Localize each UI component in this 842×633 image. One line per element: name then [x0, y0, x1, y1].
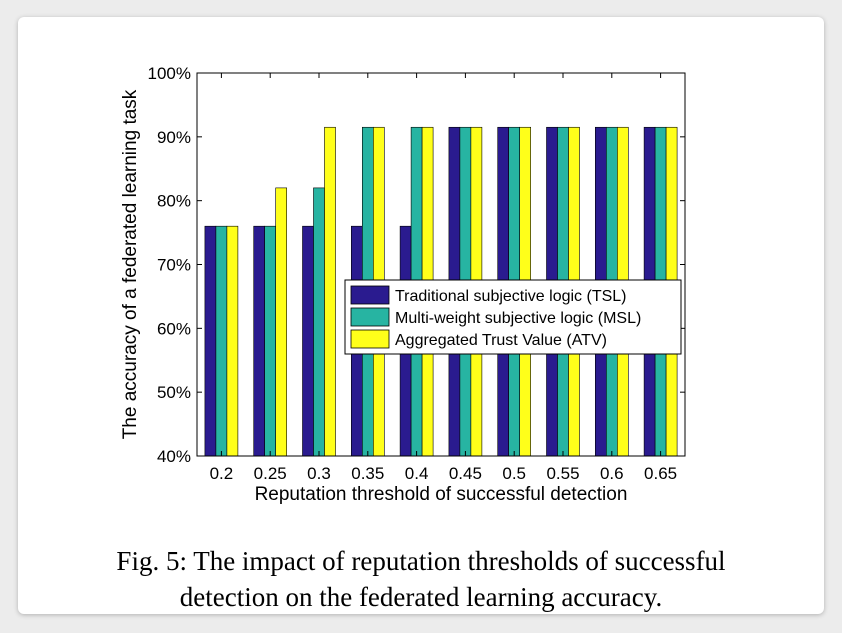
legend-swatch — [350, 285, 390, 305]
bar-3-0.2 — [226, 225, 239, 457]
x-axis-label: Reputation threshold of successful detec… — [255, 484, 628, 505]
caption-line-2: detection on the federated learning accu… — [179, 582, 663, 612]
y-tick-label: 50% — [157, 383, 191, 402]
x-tick-label: 0.5 — [502, 464, 526, 483]
y-axis-label: The accuracy of a federated learning tas… — [120, 89, 141, 439]
x-tick-label: 0.65 — [644, 464, 677, 483]
y-tick-label: 40% — [157, 447, 191, 466]
figure-card: 40% 50% 60% 70% 80% 90% 100% 0.2 0.25 0.3 0.35 0.4 0… — [18, 17, 824, 614]
bar-chart: 40% 50% 60% 70% 80% 90% 100% 0.2 0.25 0.3 0.35 0.4 0… — [120, 64, 686, 505]
bar-1-0.2 — [204, 225, 217, 457]
bar-2-0.25 — [264, 225, 276, 457]
x-tick-label: 0.6 — [600, 464, 624, 483]
legend-label: Traditional subjective logic (TSL) — [395, 288, 627, 305]
y-tick-label: 90% — [157, 128, 191, 147]
x-tick-label: 0.55 — [546, 464, 579, 483]
x-tick-label: 0.4 — [405, 464, 429, 483]
bar-3-0.3 — [324, 126, 336, 457]
legend-label: Aggregated Trust Value (ATV) — [395, 332, 607, 349]
bar-1-0.3 — [302, 225, 314, 457]
x-tick-label: 0.45 — [449, 464, 482, 483]
caption-line-1: Fig. 5: The impact of reputation thresho… — [116, 546, 726, 576]
bar-2-0.2 — [215, 225, 228, 457]
y-tick-label: 70% — [157, 256, 191, 275]
x-tick-label: 0.35 — [351, 464, 384, 483]
figure-caption: Fig. 5: The impact of reputation thresho… — [18, 543, 824, 615]
x-tick-label: 0.2 — [210, 464, 234, 483]
y-tick-label: 60% — [157, 319, 191, 338]
y-tick-label: 100% — [148, 64, 191, 83]
x-tick-label: 0.3 — [307, 464, 331, 483]
legend-label: Multi-weight subjective logic (MSL) — [395, 310, 641, 327]
legend-swatch — [350, 329, 390, 349]
legend-box — [344, 279, 682, 355]
bar-3-0.25 — [275, 187, 288, 457]
legend: Traditional subjective logic (TSL) Multi-… — [344, 279, 682, 355]
y-tick-label: 80% — [157, 192, 191, 211]
legend-swatch — [350, 307, 390, 327]
bar-1-0.25 — [253, 225, 265, 457]
x-tick-label: 0.25 — [254, 464, 287, 483]
bar-2-0.3 — [313, 187, 325, 457]
